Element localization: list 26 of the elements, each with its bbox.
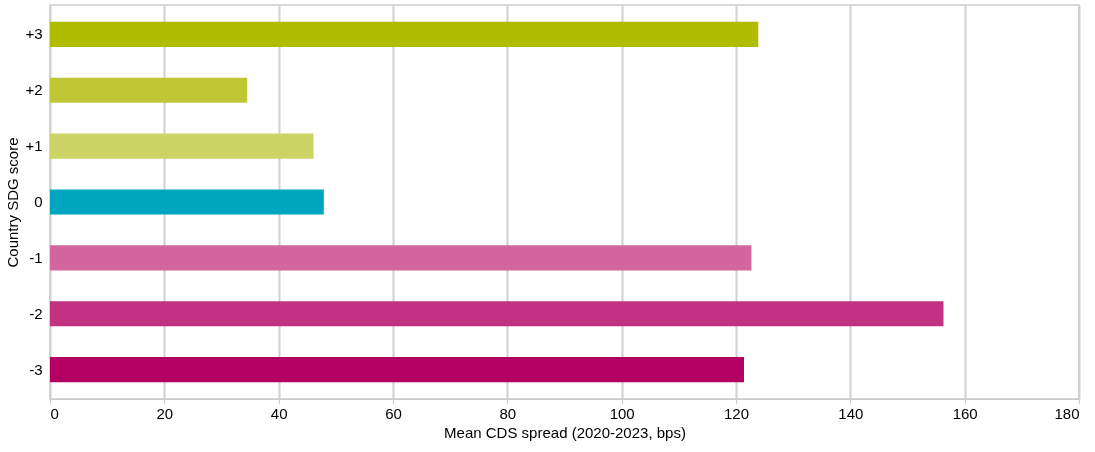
y-tick-label: +2 [25,81,43,99]
y-tick-label: -2 [29,304,43,322]
y-tick-label: +3 [25,25,43,43]
y-tick-label: +1 [25,137,43,155]
y-axis-title: Country SDG score [4,137,22,268]
x-tick-label: 20 [156,404,174,422]
x-tick-label: 100 [609,404,635,422]
bar [50,189,324,215]
y-tick-label: -3 [29,360,43,378]
y-tick-label: -1 [29,248,43,266]
x-tick-label: 120 [723,404,750,422]
bar [50,77,248,103]
x-tick-label: 140 [838,404,864,422]
x-tick-label: 80 [499,404,517,422]
bar [50,301,944,327]
bar [50,357,744,383]
bar [50,21,759,47]
x-tick-label: 180 [1054,404,1080,422]
x-axis-title: Mean CDS spread (2020-2023, bps) [444,423,686,441]
x-tick-label: 40 [270,404,288,422]
y-tick-label: 0 [34,193,43,210]
x-tick-label: 0 [50,404,59,422]
bar [50,245,752,271]
x-tick-label: 60 [385,404,402,422]
x-tick-label: 160 [952,404,978,422]
bar [50,133,314,159]
